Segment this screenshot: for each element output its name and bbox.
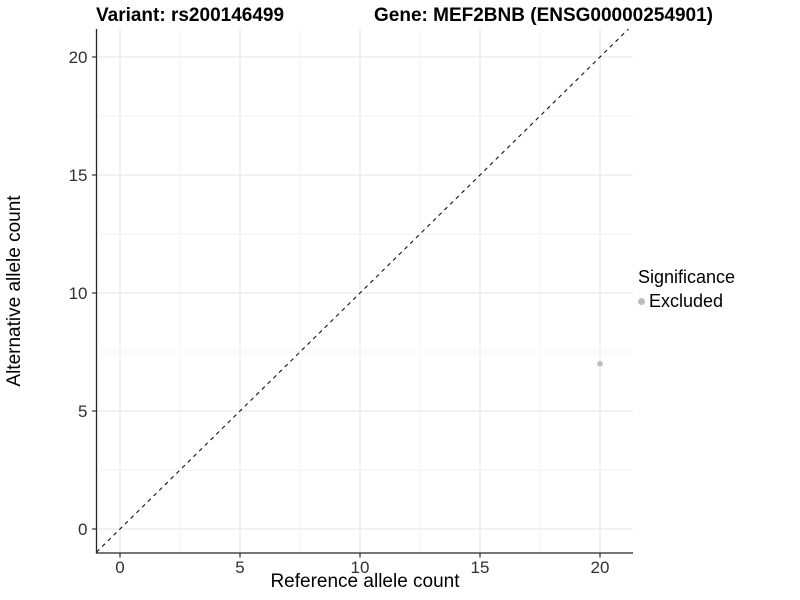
identity-line xyxy=(96,29,629,553)
data-points xyxy=(597,361,603,367)
y-tick-label: 5 xyxy=(78,402,87,421)
y-tick-label: 20 xyxy=(69,48,88,67)
plot-title-variant: Variant: rs200146499 xyxy=(96,5,285,26)
y-tick-label: 15 xyxy=(69,166,88,185)
x-tick-label: 20 xyxy=(591,558,610,577)
legend: Significance Excluded xyxy=(638,267,735,312)
y-tick-label: 10 xyxy=(69,284,88,303)
legend-key-point-icon xyxy=(638,297,645,305)
gridlines-minor xyxy=(96,29,633,553)
x-tick-label: 5 xyxy=(235,558,244,577)
axis-lines xyxy=(95,29,633,554)
x-tick-label: 10 xyxy=(351,558,370,577)
tick-labels: 0 5 10 15 20 0 5 10 15 20 xyxy=(69,48,610,577)
plot-title-gene: Gene: MEF2BNB (ENSG00000254901) xyxy=(374,5,713,26)
legend-title: Significance xyxy=(638,267,736,287)
legend-entry-label: Excluded xyxy=(649,290,724,311)
y-tick-label: 0 xyxy=(78,520,87,539)
x-tick-label: 15 xyxy=(471,558,490,577)
gridlines-major xyxy=(96,29,633,553)
x-axis-label: Reference allele count xyxy=(270,571,460,592)
data-point xyxy=(597,361,603,367)
legend-entry: Excluded xyxy=(638,291,735,312)
x-tick-label: 0 xyxy=(115,558,124,577)
tick-marks xyxy=(92,56,601,558)
